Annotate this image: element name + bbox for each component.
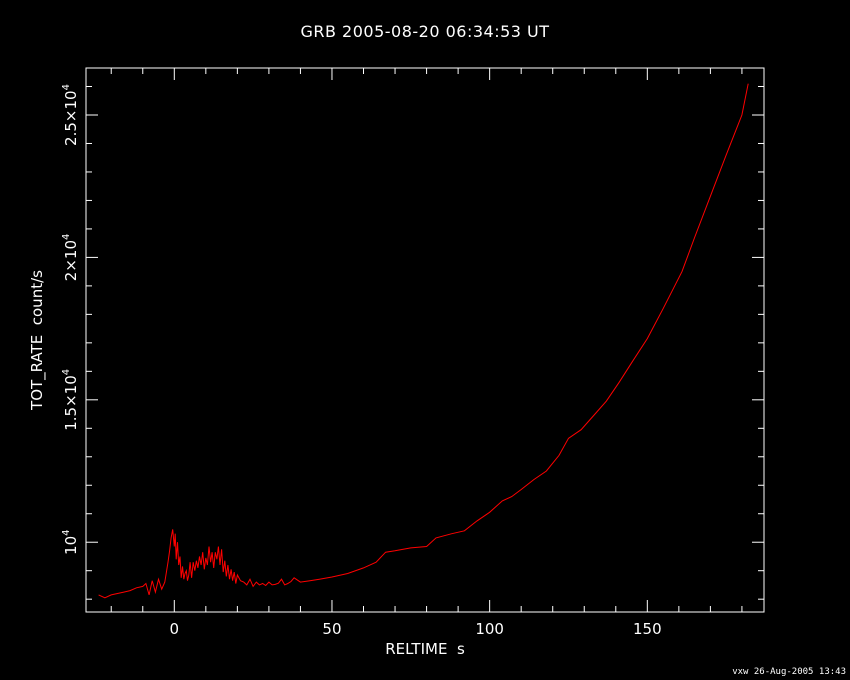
footer-timestamp: vxw 26-Aug-2005 13:43 — [732, 667, 846, 677]
chart-title: GRB 2005-08-20 06:34:53 UT — [300, 22, 550, 41]
y-tick-label: 104 — [61, 529, 80, 554]
series-line-tot-rate — [98, 83, 749, 599]
y-axis-label: TOT_RATE count/s — [28, 270, 46, 410]
axis-tick-labels: 0 50 100 150 104 1.5×104 2×104 2.5×104 — [61, 84, 662, 638]
y-tick-label: 2×104 — [61, 234, 80, 282]
plot-frame — [85, 67, 765, 613]
x-tick-label: 150 — [633, 620, 662, 638]
x-axis-label: RELTIME s — [385, 640, 465, 658]
x-tick-label: 0 — [170, 620, 180, 638]
x-tick-label: 50 — [322, 620, 341, 638]
x-tick-label: 100 — [475, 620, 504, 638]
y-tick-label: 1.5×104 — [61, 369, 80, 431]
y-tick-label: 2.5×104 — [61, 84, 80, 146]
axis-ticks — [86, 68, 764, 612]
